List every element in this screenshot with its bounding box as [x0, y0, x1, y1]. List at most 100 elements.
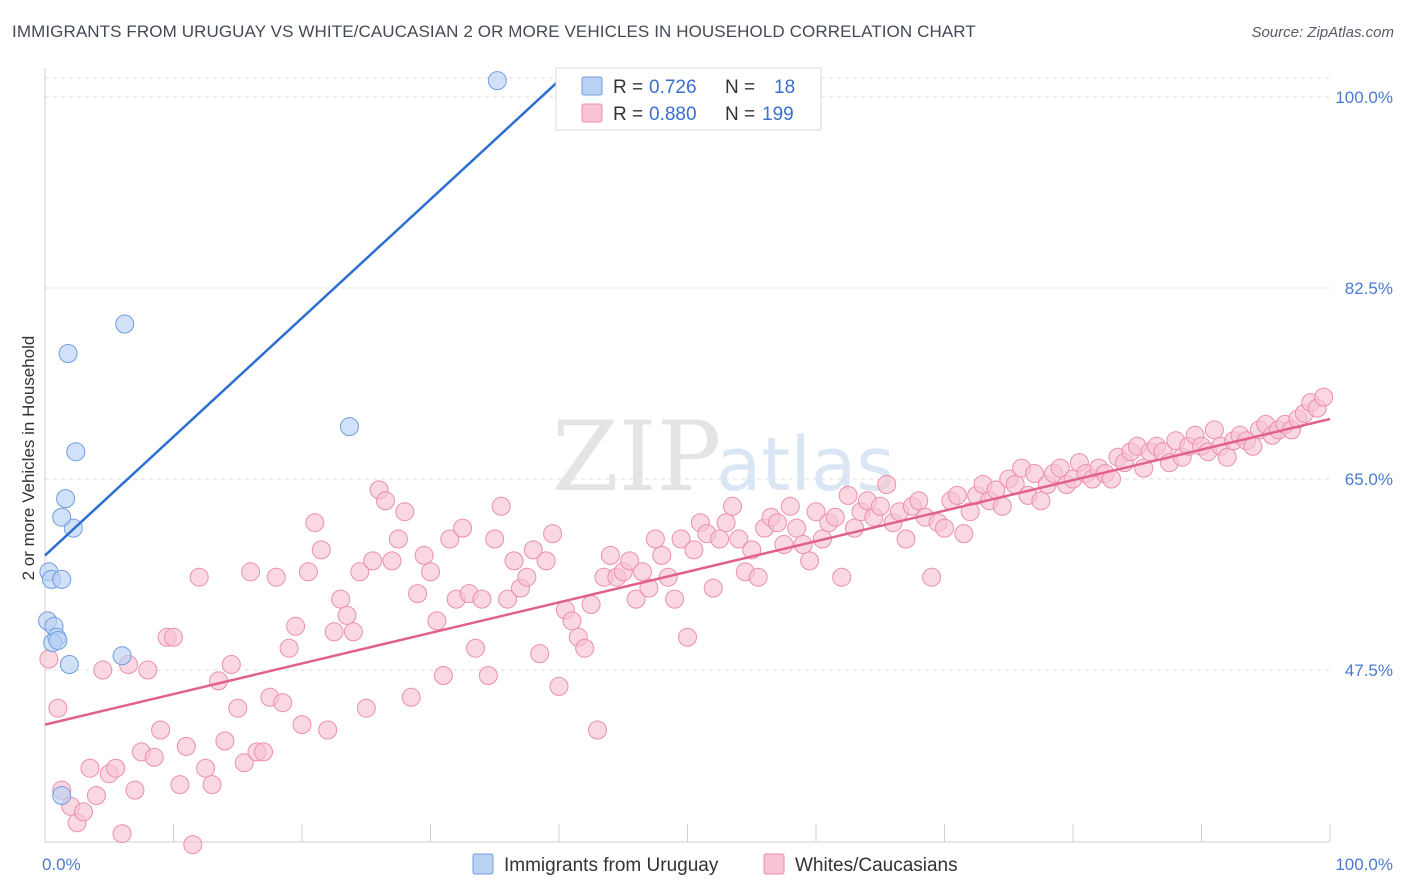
- point-whites-68: [478, 666, 498, 685]
- point-whites-61: [433, 666, 453, 685]
- point-whites-84: [581, 595, 601, 614]
- point-whites-56: [401, 687, 421, 707]
- legend-n-label-whites: N =: [725, 104, 755, 125]
- x-tick-label-0: 0.0%: [42, 855, 81, 874]
- point-whites-91: [626, 589, 646, 609]
- point-whites-92: [633, 562, 652, 582]
- point-whites-10: [106, 758, 126, 778]
- legend-swatch-uruguay: [581, 76, 603, 96]
- point-whites-78: [543, 524, 563, 544]
- point-whites-76: [530, 644, 550, 664]
- point-whites-81: [562, 611, 582, 631]
- tick-labels: 47.5% 65.0% 82.5% 100.0% 0.0% 100.0%: [42, 88, 1393, 874]
- point-whites-129: [870, 496, 890, 516]
- point-whites-181: [1204, 420, 1224, 440]
- point-whites-24: [196, 758, 216, 778]
- point-whites-43: [318, 720, 338, 740]
- point-whites-90: [620, 551, 640, 571]
- point-whites-59: [421, 562, 440, 582]
- point-whites-87: [600, 545, 620, 565]
- point-whites-133: [896, 529, 916, 549]
- point-whites-143: [960, 502, 980, 522]
- point-whites-31: [241, 562, 261, 582]
- point-whites-98: [671, 529, 691, 549]
- point-whites-48: [350, 562, 370, 582]
- point-whites-42: [311, 540, 331, 560]
- axes: [44, 68, 1331, 843]
- point-whites-139: [935, 518, 954, 538]
- point-whites-75: [523, 540, 543, 560]
- legend-n-value-whites: 199: [762, 104, 794, 125]
- point-whites-11: [112, 824, 132, 844]
- point-whites-106: [723, 496, 742, 516]
- x-tick-label-1: 100.0%: [1335, 855, 1393, 874]
- point-whites-99: [678, 627, 697, 647]
- point-whites-70: [491, 496, 511, 516]
- point-whites-44: [324, 622, 344, 642]
- point-whites-66: [466, 638, 485, 658]
- point-whites-47: [343, 622, 363, 642]
- point-whites-100: [684, 540, 704, 560]
- y-tick-label-1: 65.0%: [1345, 470, 1393, 489]
- point-whites-62: [440, 529, 460, 549]
- point-whites-35: [266, 567, 286, 587]
- point-whites-33: [254, 742, 273, 762]
- y-axis-label: 2 or more Vehicles in Household: [19, 336, 38, 581]
- point-whites-27: [215, 731, 235, 751]
- point-whites-0: [39, 649, 59, 669]
- point-whites-64: [453, 518, 473, 538]
- point-whites-50: [363, 551, 383, 571]
- legend-n-label-uruguay: N =: [725, 77, 755, 98]
- point-whites-97: [665, 589, 685, 609]
- point-whites-15: [138, 660, 158, 680]
- point-whites-1: [48, 698, 68, 718]
- point-whites-25: [202, 775, 222, 795]
- point-whites-119: [806, 502, 826, 522]
- point-whites-83: [575, 638, 595, 658]
- point-whites-79: [549, 676, 569, 696]
- source-label: Source: ZipAtlas.com: [1251, 24, 1394, 41]
- bottom-legend-label-whites: Whites/Caucasians: [795, 855, 958, 876]
- point-whites-137: [922, 567, 942, 587]
- point-uruguay-16: [340, 417, 359, 437]
- point-whites-115: [780, 496, 800, 516]
- point-whites-141: [947, 485, 967, 505]
- legend: R = 0.726 N = 18 R = 0.880 N = 199: [555, 67, 822, 131]
- point-whites-20: [170, 775, 190, 795]
- point-whites-105: [716, 513, 736, 533]
- point-whites-104: [710, 529, 730, 549]
- legend-swatch-whites: [581, 103, 603, 123]
- point-whites-52: [376, 491, 395, 511]
- y-tick-label-0: 47.5%: [1345, 661, 1393, 680]
- point-whites-74: [517, 567, 537, 587]
- bottom-legend: Immigrants from Uruguay Whites/Caucasian…: [472, 853, 958, 876]
- point-whites-77: [536, 551, 556, 571]
- point-whites-183: [1217, 447, 1237, 467]
- chart-title: IMMIGRANTS FROM URUGUAY VS WHITE/CAUCASI…: [12, 22, 976, 41]
- point-whites-41: [305, 513, 325, 533]
- point-whites-29: [228, 698, 248, 718]
- bottom-legend-label-uruguay: Immigrants from Uruguay: [504, 855, 719, 876]
- point-whites-39: [292, 715, 312, 735]
- point-whites-53: [382, 551, 402, 571]
- point-whites-6: [80, 758, 100, 778]
- point-whites-107: [729, 529, 749, 549]
- legend-r-value-whites: 0.880: [649, 104, 697, 125]
- bottom-legend-swatch-uruguay: [472, 853, 494, 875]
- watermark-zip: ZIP: [552, 401, 721, 513]
- point-uruguay-17: [487, 71, 507, 91]
- point-whites-130: [877, 475, 897, 494]
- point-uruguay-8: [59, 655, 79, 674]
- point-whites-60: [427, 611, 447, 631]
- point-whites-55: [395, 502, 415, 522]
- y-tick-label-2: 82.5%: [1345, 279, 1393, 298]
- point-uruguay-13: [58, 344, 78, 363]
- point-uruguay-12: [66, 442, 86, 462]
- point-uruguay-15: [112, 646, 132, 666]
- point-whites-85: [588, 720, 607, 740]
- bottom-legend-swatch-whites: [763, 853, 785, 875]
- point-whites-46: [337, 605, 357, 625]
- point-whites-72: [504, 551, 524, 571]
- series-points: [38, 71, 1334, 855]
